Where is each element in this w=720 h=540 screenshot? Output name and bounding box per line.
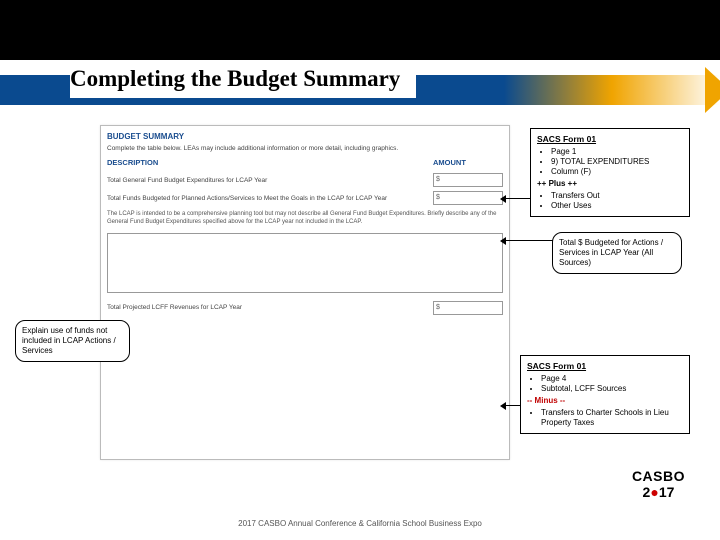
row3-amt: $ <box>433 301 503 315</box>
callout4-minus: -- Minus -- <box>527 396 683 406</box>
callout1-item: 9) TOTAL EXPENDITURES <box>551 157 683 167</box>
form-paragraph: The LCAP is intended to be a comprehensi… <box>101 207 509 231</box>
callout4-heading: SACS Form 01 <box>527 361 683 372</box>
apple-icon: ● <box>650 484 658 500</box>
budget-form: BUDGET SUMMARY Complete the table below.… <box>100 125 510 460</box>
callout4-item: Subtotal, LCFF Sources <box>541 384 683 394</box>
callout4-item: Transfers to Charter Schools in Lieu Pro… <box>541 408 683 428</box>
table-row: Total General Fund Budget Expenditures f… <box>101 171 509 189</box>
logo-year: 2●17 <box>632 484 685 500</box>
row3-desc: Total Projected LCFF Revenues for LCAP Y… <box>107 304 433 311</box>
row1-desc: Total General Fund Budget Expenditures f… <box>107 177 433 184</box>
callout1-item: Column (F) <box>551 167 683 177</box>
callout-total-budgeted: Total $ Budgeted for Actions / Services … <box>552 232 682 274</box>
callout4-item: Page 4 <box>541 374 683 384</box>
callout2-text: Total $ Budgeted for Actions / Services … <box>559 238 663 267</box>
connector-line <box>505 198 530 199</box>
logo-name: CASBO <box>632 468 685 484</box>
table-row: Total Projected LCFF Revenues for LCAP Y… <box>101 299 509 317</box>
connector-line <box>505 405 520 406</box>
row2-desc: Total Funds Budgeted for Planned Actions… <box>107 195 433 202</box>
form-instruction: Complete the table below. LEAs may inclu… <box>101 143 509 154</box>
callout1-plus: ++ Plus ++ <box>537 179 683 189</box>
callout-explain-funds: Explain use of funds not included in LCA… <box>15 320 130 362</box>
logo-year-part: 17 <box>659 484 675 500</box>
black-header-bar <box>0 0 720 60</box>
form-textbox <box>107 233 503 293</box>
callout1-heading: SACS Form 01 <box>537 134 683 145</box>
table-row: Total Funds Budgeted for Planned Actions… <box>101 189 509 207</box>
connector-line <box>505 240 553 241</box>
page-title: Completing the Budget Summary <box>70 60 416 98</box>
callout1-item: Page 1 <box>551 147 683 157</box>
form-heading: BUDGET SUMMARY <box>101 126 509 143</box>
footer-text: 2017 CASBO Annual Conference & Californi… <box>0 519 720 528</box>
casbo-logo: CASBO 2●17 <box>632 468 685 500</box>
col-description: DESCRIPTION <box>107 158 433 167</box>
callout1-item: Transfers Out <box>551 191 683 201</box>
row2-amt: $ <box>433 191 503 205</box>
col-amount: AMOUNT <box>433 158 503 167</box>
callout-sacs-expenditures: SACS Form 01 Page 1 9) TOTAL EXPENDITURE… <box>530 128 690 217</box>
callout3-text: Explain use of funds not included in LCA… <box>22 326 116 355</box>
callout-sacs-lcff: SACS Form 01 Page 4 Subtotal, LCFF Sourc… <box>520 355 690 434</box>
form-table-header: DESCRIPTION AMOUNT <box>101 154 509 171</box>
row1-amt: $ <box>433 173 503 187</box>
callout1-item: Other Uses <box>551 201 683 211</box>
